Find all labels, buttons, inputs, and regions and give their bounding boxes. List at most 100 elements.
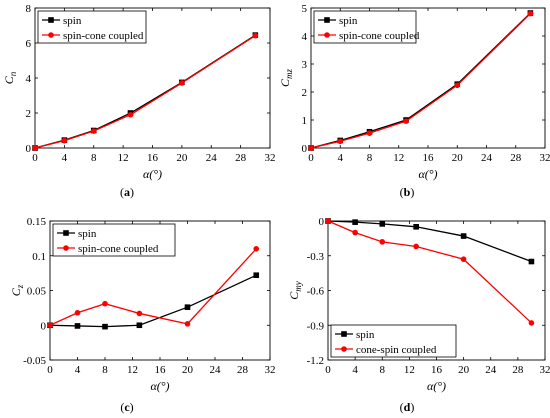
series-line-1 <box>327 220 532 324</box>
data-point-circle <box>32 145 38 151</box>
data-point-circle <box>127 111 134 118</box>
x-tick-label: 12 <box>127 364 138 376</box>
x-tick-label: 0 <box>32 152 38 164</box>
y-axis-label-subscript: my <box>293 281 303 292</box>
y-axis-label: Cn <box>2 71 18 84</box>
data-point-circle <box>352 229 358 236</box>
data-point-circle <box>528 320 535 326</box>
x-tick-label: 28 <box>510 152 522 164</box>
series-line-0 <box>327 220 532 263</box>
data-point-square <box>253 272 260 279</box>
x-tick-label: 0 <box>325 364 331 376</box>
series-line-0 <box>310 12 531 149</box>
data-point-circle <box>413 243 419 250</box>
x-tick-label: 12 <box>404 364 415 376</box>
data-point-circle <box>47 322 53 329</box>
x-tick-label: 28 <box>512 364 524 376</box>
chart-0: 0 4 8 12 16 20 24 28 3202468α(°)Cnspinspin-cone … <box>2 3 276 199</box>
y-tick-label: 0.05 <box>27 286 47 298</box>
x-tick-label: 4 <box>352 364 358 376</box>
data-point-circle <box>337 138 344 145</box>
legend-box <box>330 324 457 358</box>
y-tick-label: -0.6 <box>307 286 325 298</box>
data-point-circle <box>184 321 191 327</box>
x-tick-label: 12 <box>393 152 404 164</box>
data-point-circle <box>102 300 108 307</box>
y-tick-label: 0 <box>26 143 32 155</box>
y-tick-label: -0.3 <box>307 251 325 263</box>
legend-label: spin <box>78 228 97 240</box>
data-point-circle <box>454 82 461 89</box>
y-tick-label: 3 <box>302 59 308 71</box>
legend-swatch-marker <box>324 17 330 23</box>
legend-swatch-marker <box>48 32 54 38</box>
x-tick-label: 20 <box>458 364 470 376</box>
data-point-circle <box>90 128 97 134</box>
legend-box <box>37 10 147 44</box>
x-tick-label: 32 <box>265 364 276 376</box>
y-tick-label: 0 <box>302 143 308 155</box>
y-tick-label: -1.2 <box>307 355 324 367</box>
data-point-circle <box>366 130 373 136</box>
legend-label: spin-cone coupled <box>63 30 144 42</box>
x-tick-label: 8 <box>91 152 97 164</box>
legend-label: cone-spin coupled <box>356 344 437 356</box>
legend-box <box>313 10 417 44</box>
series-line-1 <box>49 248 257 326</box>
data-point-square <box>184 304 191 310</box>
panel-caption-letter: c <box>124 400 130 414</box>
x-axis-label: α(°) <box>427 379 446 393</box>
data-point-square <box>352 219 358 225</box>
panel-caption-letter: b <box>404 185 411 199</box>
y-tick-label: -0.9 <box>307 320 325 332</box>
x-tick-label: 24 <box>206 152 218 164</box>
data-point-circle <box>252 32 259 39</box>
legend-box <box>52 223 176 257</box>
x-tick-label: 24 <box>485 364 497 376</box>
legend-swatch-marker <box>341 346 347 352</box>
y-tick-label: 0.15 <box>27 216 47 228</box>
x-tick-label: 4 <box>62 152 68 164</box>
legend-swatch-marker <box>324 32 330 38</box>
data-point-circle <box>253 246 260 252</box>
chart-2: 0 4 8 12 16 20 24 28 32-0.0500.050.10.15α(°)Czsp… <box>9 216 276 414</box>
x-tick-label: 20 <box>452 152 464 164</box>
panel-caption: (b) <box>400 185 415 199</box>
data-point-square <box>460 233 467 239</box>
x-tick-label: 16 <box>423 152 435 164</box>
x-axis-label: α(°) <box>418 167 437 181</box>
panel-caption-letter: a <box>124 185 130 199</box>
x-tick-label: 0 <box>47 364 53 376</box>
y-axis-label-subscript: n <box>8 71 18 76</box>
data-point-circle <box>527 10 534 17</box>
y-tick-label: 4 <box>302 31 308 43</box>
series-line-0 <box>49 274 257 328</box>
legend-label: spin <box>63 15 82 27</box>
legend-label: spin-cone coupled <box>78 243 159 255</box>
legend-label: spin <box>339 15 358 27</box>
x-tick-label: 8 <box>367 152 373 164</box>
legend-swatch-marker <box>48 17 54 23</box>
panel-caption: (c) <box>120 400 133 414</box>
x-tick-label: 4 <box>338 152 344 164</box>
x-tick-label: 28 <box>237 364 249 376</box>
x-axis-label: α(°) <box>143 167 162 181</box>
y-axis-label-subscript: z <box>15 284 25 289</box>
data-point-circle <box>61 137 68 144</box>
x-tick-label: 12 <box>118 152 129 164</box>
x-tick-label: 24 <box>210 364 222 376</box>
y-tick-label: 0 <box>41 320 47 332</box>
series-line-1 <box>34 35 256 149</box>
x-tick-label: 16 <box>147 152 159 164</box>
y-axis-label: Cz <box>9 284 25 296</box>
y-axis-label: Cmy <box>287 281 303 300</box>
x-tick-label: 0 <box>308 152 314 164</box>
data-point-circle <box>379 239 386 245</box>
x-tick-label: 4 <box>75 364 81 376</box>
series-line-0 <box>34 34 256 149</box>
data-point-square <box>102 323 108 330</box>
x-tick-label: 16 <box>155 364 167 376</box>
y-tick-label: 8 <box>26 3 32 15</box>
y-tick-label: 2 <box>26 108 32 120</box>
